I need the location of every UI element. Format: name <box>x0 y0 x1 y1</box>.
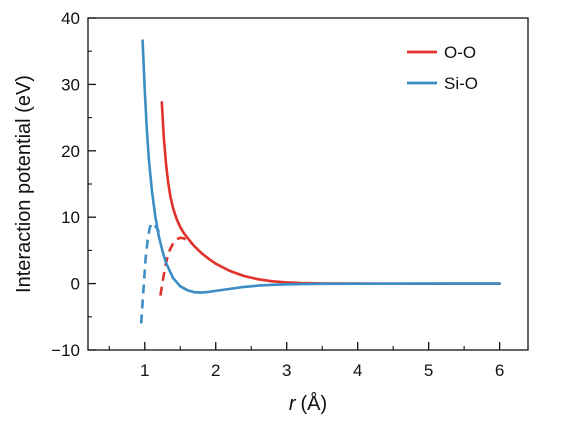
x-axis-label-symbol: r <box>289 393 297 415</box>
legend-label-o-o: O-O <box>444 43 476 62</box>
series-o-o-solid-line <box>160 101 501 286</box>
x-tick-label: 6 <box>495 361 504 380</box>
series-layer <box>139 39 501 324</box>
x-axis-label: r (Å) <box>289 392 327 415</box>
y-axis-label: Interaction potential (eV) <box>13 75 35 293</box>
legend: O-O Si-O <box>407 43 478 93</box>
x-tick-label: 1 <box>140 361 149 380</box>
x-tick-label: 5 <box>424 361 433 380</box>
ticks-layer: 1 2 3 4 5 6 −10 0 10 20 30 40 <box>51 9 504 380</box>
x-tick-label: 3 <box>282 361 291 380</box>
x-axis-label-unit: (Å) <box>301 392 328 415</box>
y-tick-label: −10 <box>51 341 80 360</box>
y-tick-label: 30 <box>61 75 80 94</box>
y-tick-label: 10 <box>61 208 80 227</box>
x-tick-label: 4 <box>353 361 362 380</box>
series-o-o-dashed-line <box>159 236 192 296</box>
y-tick-label: 40 <box>61 9 80 28</box>
x-tick-label: 2 <box>211 361 220 380</box>
y-tick-label: 0 <box>71 275 80 294</box>
plot-frame <box>87 17 529 351</box>
y-tick-label: 20 <box>61 142 80 161</box>
series-si-o-solid-line <box>141 39 501 294</box>
series-si-o-dashed-line <box>139 221 161 324</box>
legend-label-si-o: Si-O <box>444 74 478 93</box>
